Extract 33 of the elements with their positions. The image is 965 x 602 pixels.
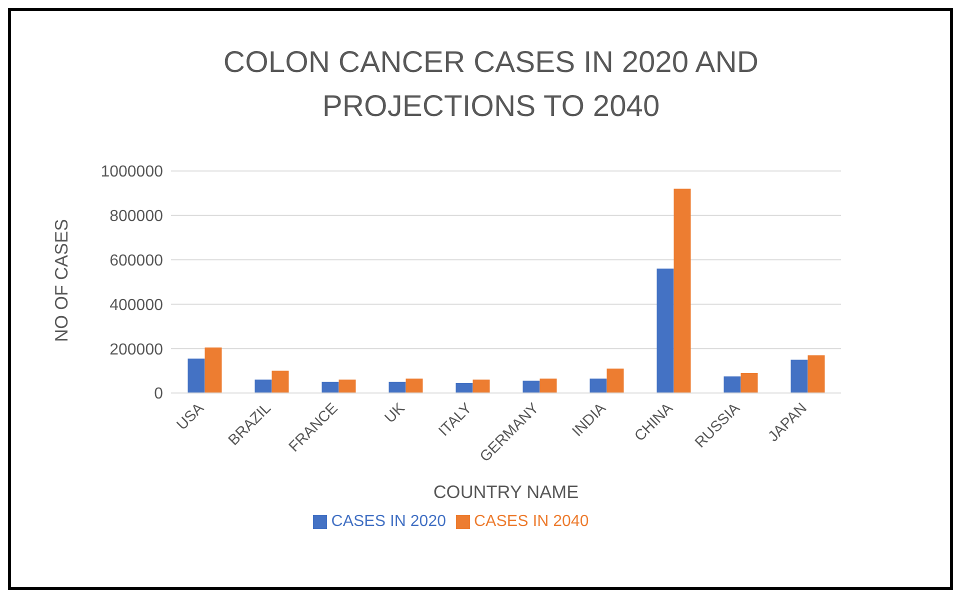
legend-label: CASES IN 2020 bbox=[331, 513, 446, 530]
bar bbox=[406, 378, 423, 393]
y-tick-label: 600000 bbox=[110, 252, 164, 270]
bar bbox=[272, 370, 289, 393]
x-tick-label: USA bbox=[174, 400, 208, 434]
bar bbox=[674, 188, 691, 393]
y-tick-label: 400000 bbox=[110, 296, 164, 314]
bar bbox=[790, 360, 808, 393]
bar bbox=[254, 380, 272, 393]
bar bbox=[322, 382, 339, 393]
bar bbox=[338, 380, 356, 393]
bar bbox=[456, 383, 473, 393]
y-tick-label: 800000 bbox=[110, 208, 164, 226]
y-tick-label: 200000 bbox=[110, 341, 164, 358]
bar bbox=[388, 382, 406, 393]
bar bbox=[204, 347, 222, 393]
y-tick-label: 1000000 bbox=[100, 164, 164, 181]
x-tick-label: UK bbox=[382, 400, 408, 427]
chart-title: COLON CANCER CASES IN 2020 AND PROJECTIONS TO 2040 bbox=[222, 45, 760, 125]
bar bbox=[656, 268, 674, 393]
bar bbox=[472, 380, 490, 393]
bar bbox=[188, 358, 205, 393]
bar bbox=[540, 378, 557, 393]
bar bbox=[740, 373, 758, 393]
bar bbox=[606, 368, 624, 393]
bar bbox=[590, 378, 607, 393]
y-tick-label: 0 bbox=[154, 386, 164, 403]
legend-label: CASES IN 2040 bbox=[474, 513, 589, 530]
bar bbox=[522, 380, 540, 393]
bar bbox=[808, 355, 825, 393]
bar bbox=[724, 376, 741, 393]
y-axis-title: NO OF CASES bbox=[51, 218, 72, 342]
x-axis-title: COUNTRY NAME bbox=[433, 482, 579, 502]
